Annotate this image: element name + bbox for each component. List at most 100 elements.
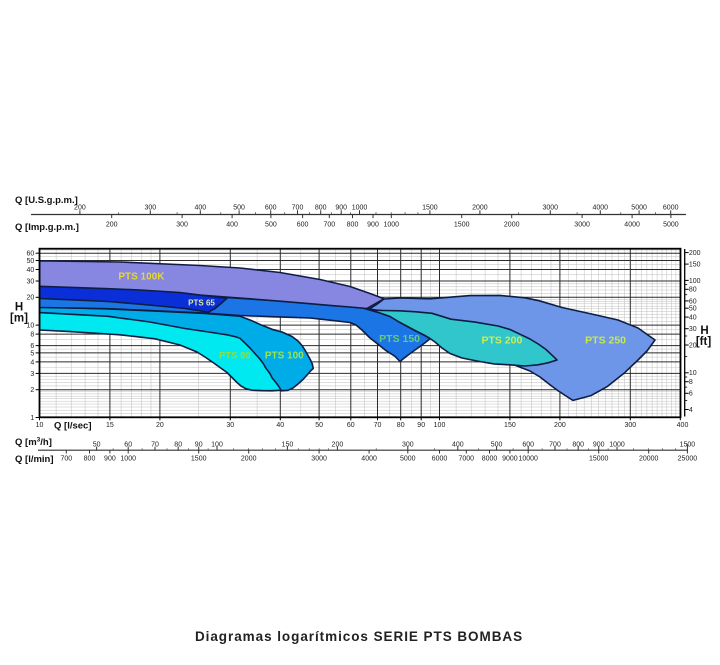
svg-text:PTS 250: PTS 250 [585, 334, 626, 346]
svg-text:40: 40 [276, 422, 284, 429]
svg-text:80: 80 [174, 442, 182, 449]
svg-text:60: 60 [689, 298, 697, 305]
svg-text:Q [Imp.g.p.m.]: Q [Imp.g.p.m.] [15, 222, 79, 233]
svg-text:300: 300 [624, 422, 636, 429]
svg-text:70: 70 [151, 442, 159, 449]
svg-text:H: H [700, 325, 708, 337]
svg-text:15000: 15000 [589, 456, 609, 463]
svg-text:500: 500 [233, 205, 245, 212]
svg-text:200: 200 [332, 442, 344, 449]
svg-text:10: 10 [36, 422, 44, 429]
svg-text:80: 80 [397, 422, 405, 429]
svg-text:70: 70 [374, 422, 382, 429]
svg-text:700: 700 [292, 205, 304, 212]
svg-text:400: 400 [677, 422, 689, 429]
svg-text:8: 8 [689, 379, 693, 386]
svg-text:Q [U.S.g.p.m.]: Q [U.S.g.p.m.] [15, 195, 78, 206]
svg-text:90: 90 [417, 422, 425, 429]
svg-text:6: 6 [689, 391, 693, 398]
svg-text:900: 900 [367, 222, 379, 229]
svg-text:100: 100 [689, 278, 701, 285]
svg-text:300: 300 [402, 442, 414, 449]
svg-text:60: 60 [27, 251, 35, 258]
svg-text:PTS 100K: PTS 100K [118, 271, 165, 282]
svg-text:700: 700 [549, 442, 561, 449]
svg-text:90: 90 [195, 442, 203, 449]
svg-text:[ft]: [ft] [696, 336, 711, 348]
svg-text:60: 60 [124, 442, 132, 449]
svg-text:4000: 4000 [593, 205, 609, 212]
svg-text:H: H [15, 302, 23, 314]
svg-text:5000: 5000 [400, 456, 416, 463]
svg-text:900: 900 [335, 205, 347, 212]
svg-text:4000: 4000 [361, 456, 377, 463]
svg-text:1000: 1000 [120, 456, 136, 463]
svg-text:1000: 1000 [384, 222, 400, 229]
svg-text:50: 50 [27, 258, 35, 265]
svg-text:300: 300 [144, 205, 156, 212]
svg-text:30: 30 [27, 278, 35, 285]
svg-text:8000: 8000 [482, 456, 498, 463]
svg-text:3000: 3000 [311, 456, 327, 463]
svg-text:1: 1 [30, 415, 34, 422]
svg-text:800: 800 [572, 442, 584, 449]
svg-text:200: 200 [554, 422, 566, 429]
svg-text:4: 4 [689, 407, 693, 414]
svg-text:Diagramas logarítmicos SERIE P: Diagramas logarítmicos SERIE PTS BOMBAS [195, 629, 523, 644]
svg-text:2000: 2000 [472, 205, 488, 212]
svg-text:8: 8 [30, 332, 34, 339]
svg-text:400: 400 [194, 205, 206, 212]
svg-text:5000: 5000 [631, 205, 647, 212]
svg-text:Q [m3/h]: Q [m3/h] [15, 437, 52, 449]
svg-text:400: 400 [452, 442, 464, 449]
svg-text:800: 800 [315, 205, 327, 212]
svg-text:6000: 6000 [663, 205, 679, 212]
svg-text:50: 50 [689, 306, 697, 313]
svg-text:15: 15 [106, 422, 114, 429]
svg-text:PTS 65: PTS 65 [188, 298, 215, 307]
svg-text:4000: 4000 [624, 222, 640, 229]
svg-text:900: 900 [593, 442, 605, 449]
svg-text:9000: 9000 [502, 456, 518, 463]
svg-text:5000: 5000 [663, 222, 679, 229]
svg-text:500: 500 [265, 222, 277, 229]
svg-text:20: 20 [27, 295, 35, 302]
svg-text:40: 40 [689, 315, 697, 322]
svg-text:7000: 7000 [459, 456, 475, 463]
svg-text:150: 150 [689, 262, 701, 269]
svg-text:2: 2 [30, 387, 34, 394]
svg-text:300: 300 [176, 222, 188, 229]
svg-text:600: 600 [297, 222, 309, 229]
svg-text:200: 200 [106, 222, 118, 229]
svg-text:10: 10 [689, 370, 697, 377]
svg-text:30: 30 [226, 422, 234, 429]
svg-text:100: 100 [211, 442, 223, 449]
svg-text:PTS 80: PTS 80 [219, 351, 251, 362]
svg-text:200: 200 [74, 205, 86, 212]
svg-text:60: 60 [347, 422, 355, 429]
svg-text:2000: 2000 [504, 222, 520, 229]
svg-text:PTS 200: PTS 200 [481, 334, 522, 346]
svg-text:Q [l/min]: Q [l/min] [15, 454, 54, 465]
svg-text:100: 100 [434, 422, 446, 429]
svg-text:600: 600 [265, 205, 277, 212]
svg-text:150: 150 [282, 442, 294, 449]
svg-text:30: 30 [689, 326, 697, 333]
svg-text:600: 600 [522, 442, 534, 449]
svg-text:20: 20 [689, 342, 697, 349]
svg-text:40: 40 [27, 267, 35, 274]
svg-text:800: 800 [84, 456, 96, 463]
svg-text:200: 200 [689, 250, 701, 257]
svg-text:50: 50 [93, 442, 101, 449]
svg-text:1500: 1500 [454, 222, 470, 229]
svg-text:Q [l/sec]: Q [l/sec] [54, 421, 92, 432]
svg-text:150: 150 [504, 422, 516, 429]
svg-text:1500: 1500 [191, 456, 207, 463]
svg-text:4: 4 [30, 359, 34, 366]
svg-text:[m]: [m] [10, 313, 28, 325]
svg-text:700: 700 [60, 456, 72, 463]
svg-text:1000: 1000 [352, 205, 368, 212]
svg-text:1500: 1500 [422, 205, 438, 212]
svg-text:20: 20 [156, 422, 164, 429]
svg-text:3000: 3000 [574, 222, 590, 229]
